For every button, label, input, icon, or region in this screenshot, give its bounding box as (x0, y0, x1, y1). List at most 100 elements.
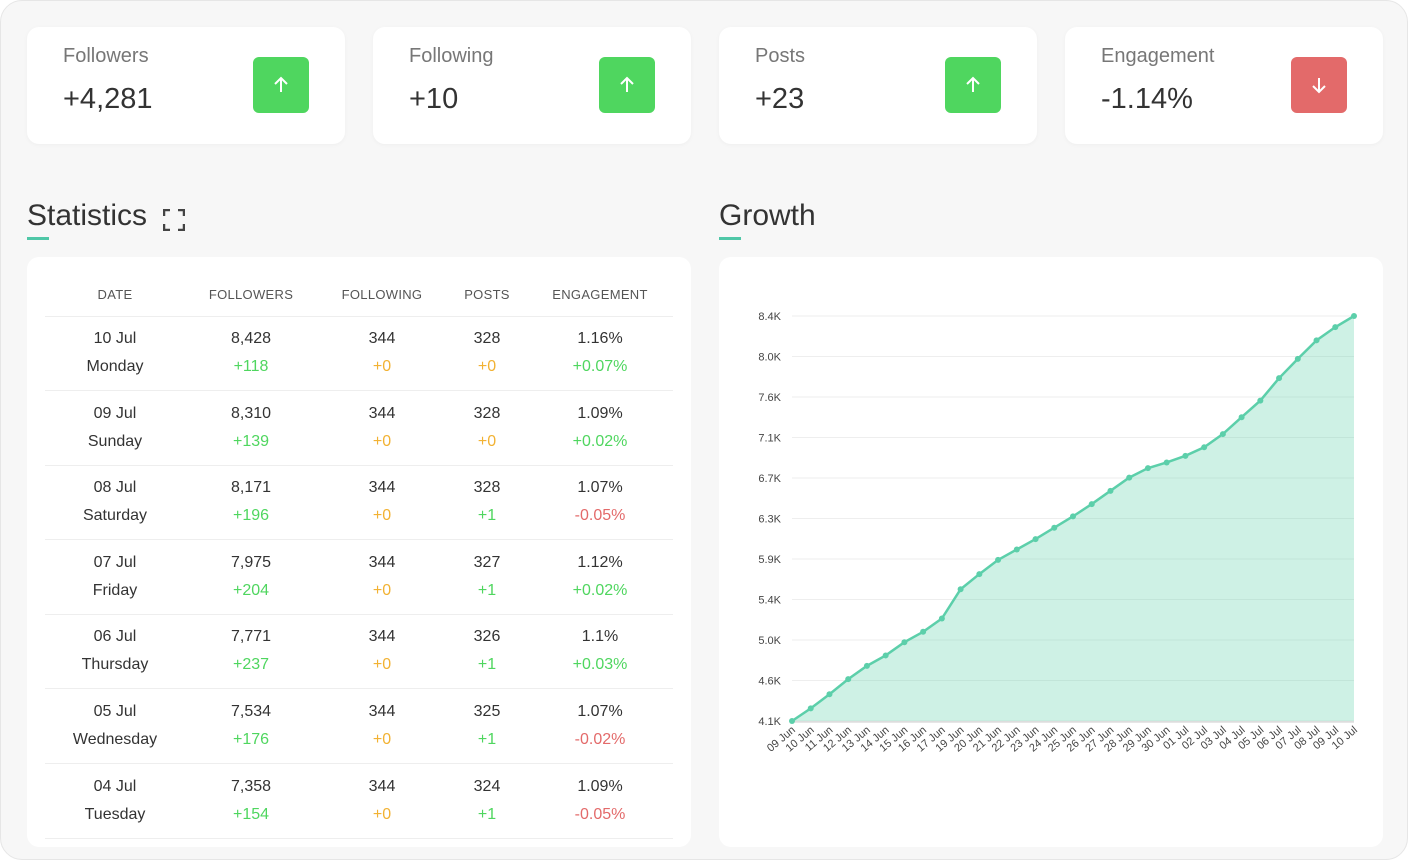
date: 10 Jul (93, 330, 137, 347)
cell-change: +0 (372, 581, 392, 599)
cell-change: +118 (233, 358, 269, 375)
weekday: Saturday (82, 507, 148, 525)
card-value: -1.14% (1101, 83, 1193, 115)
weekday: Monday (86, 358, 144, 375)
growth-heading: Growth (719, 199, 816, 240)
cell-value: 1.12% (577, 553, 623, 571)
arrow (1312, 78, 1326, 94)
date: 09 Jul (93, 404, 137, 422)
cell-change: +0.02% (572, 581, 628, 599)
weekday: Sunday (87, 432, 143, 450)
cell-value: 344 (368, 330, 396, 347)
cell-change: +196 (232, 507, 270, 525)
cell-change: +0 (372, 731, 392, 748)
statistics-heading: Statistics (27, 199, 185, 240)
expand-icon[interactable] (163, 209, 185, 231)
row-separator (45, 316, 673, 317)
cell-change: +0.03% (572, 656, 628, 674)
row-separator (45, 539, 673, 541)
cell-value: 344 (368, 777, 396, 795)
column-header: POSTS (464, 287, 510, 302)
cell-change: +0 (372, 507, 392, 525)
underline (719, 237, 741, 240)
cell-value: 344 (368, 628, 396, 646)
column-header: DATE (97, 287, 133, 302)
date: 07 Jul (93, 553, 137, 571)
cell-value: 328 (473, 479, 501, 497)
cell-value: 324 (473, 777, 501, 795)
stat-card: Followers +4,281 (27, 27, 345, 144)
cell-value: 328 (473, 404, 501, 422)
heading-text: Statistics (27, 199, 148, 232)
cell-value: 328 (473, 330, 501, 347)
arrow (620, 76, 634, 92)
trend-icon (599, 57, 655, 113)
date: 06 Jul (93, 628, 137, 646)
card-label: Following (409, 45, 494, 67)
weekday: Friday (92, 581, 138, 599)
cell-change: +1 (477, 731, 497, 748)
arrow (966, 76, 980, 92)
row-separator (45, 688, 673, 690)
cell-change: +154 (232, 805, 270, 823)
card-value: +23 (755, 83, 805, 115)
cell-value: 344 (368, 404, 396, 422)
row-separator (45, 837, 673, 839)
underline (27, 237, 49, 240)
stat-card: Following +10 (373, 27, 691, 144)
date: 04 Jul (93, 777, 137, 795)
trend-icon (945, 57, 1001, 113)
cell-change: +0.07% (572, 358, 628, 375)
cell-value: 344 (368, 703, 396, 720)
stat-card: Posts +23 (719, 27, 1037, 144)
cell-change: +0 (372, 358, 392, 375)
cell-value: 344 (368, 553, 396, 571)
date: 08 Jul (93, 479, 137, 497)
weekday: Thursday (81, 656, 149, 674)
trend-icon (1291, 57, 1347, 113)
cell-value: 1.16% (577, 330, 623, 347)
cell-value: 344 (368, 479, 396, 497)
cell-change: +0 (477, 358, 497, 375)
cell-value: 327 (473, 553, 501, 571)
date: 05 Jul (93, 703, 137, 720)
card-value: +4,281 (63, 83, 153, 115)
card-label: Engagement (1101, 45, 1215, 67)
cell-change: +176 (232, 731, 270, 748)
card-label: Posts (755, 45, 806, 67)
cell-value: 7,358 (230, 777, 272, 795)
weekday: Tuesday (84, 805, 146, 823)
cell-value: 8,428 (230, 330, 272, 347)
cell-change: +1 (477, 507, 497, 525)
weekday: Wednesday (72, 731, 158, 748)
cell-change: +1 (477, 581, 497, 599)
arrow (274, 76, 288, 92)
cell-change: +139 (232, 432, 270, 450)
cell-value: 1.1% (581, 628, 619, 646)
cell-change: +1 (477, 805, 497, 823)
cell-change: +0 (477, 432, 497, 450)
cell-change: +204 (232, 581, 270, 599)
card-label: Followers (63, 45, 149, 67)
column-header: ENGAGEMENT (552, 287, 648, 302)
cell-change: +0 (372, 656, 392, 674)
growth-panel (719, 257, 1383, 847)
cell-value: 7,534 (230, 703, 272, 720)
trend-icon (253, 57, 309, 113)
cell-value: 1.09% (577, 404, 623, 422)
cell-change: +0.02% (572, 432, 628, 450)
column-header: FOLLOWING (341, 287, 423, 302)
stat-card: Engagement -1.14% (1065, 27, 1383, 144)
card-value: +10 (409, 83, 459, 115)
cell-change: -0.05% (574, 805, 626, 823)
cell-change: +237 (232, 656, 270, 674)
statistics-table (27, 257, 691, 847)
cell-value: 325 (473, 703, 501, 720)
column-header: FOLLOWERS (208, 287, 294, 302)
row-separator (45, 390, 673, 391)
cell-change: -0.02% (574, 731, 626, 748)
cell-value: 8,171 (230, 479, 272, 497)
cell-change: +1 (477, 656, 497, 674)
row-separator (45, 763, 673, 764)
